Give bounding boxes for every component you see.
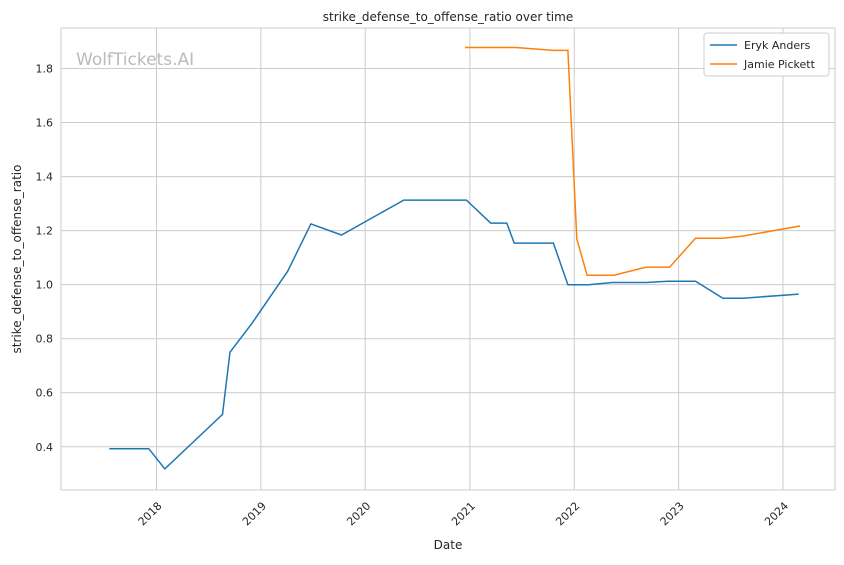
y-tick-label: 1.8 <box>36 63 54 76</box>
plot-frame <box>60 27 836 491</box>
y-axis-label: strike_defense_to_offense_ratio <box>10 165 24 354</box>
y-tick-label: 0.6 <box>36 387 54 400</box>
x-tick-label: 2019 <box>240 499 269 528</box>
x-tick-label: 2020 <box>344 499 373 528</box>
legend-box <box>703 32 830 77</box>
x-axis-label: Date <box>434 538 463 552</box>
y-tick-label: 1.6 <box>36 117 54 130</box>
chart-title: strike_defense_to_offense_ratio over tim… <box>323 10 573 24</box>
legend-label: Eryk Anders <box>744 39 811 52</box>
y-tick-label: 1.2 <box>36 225 54 238</box>
y-tick-label: 0.4 <box>36 441 54 454</box>
legend-label: Jamie Pickett <box>743 58 816 71</box>
legend: Eryk Anders Jamie Pickett <box>703 32 830 77</box>
x-tick-label: 2023 <box>658 499 687 528</box>
x-tick-label: 2021 <box>449 499 478 528</box>
y-tick-label: 1.0 <box>36 279 54 292</box>
y-tick-label: 0.8 <box>36 333 54 346</box>
x-tick-label: 2018 <box>136 499 165 528</box>
x-tick-label: 2022 <box>553 499 582 528</box>
watermark: WolfTickets.AI <box>76 50 194 70</box>
y-tick-label: 1.4 <box>36 171 54 184</box>
series-line-eryk-anders <box>109 199 799 471</box>
x-tick-label: 2024 <box>762 499 791 528</box>
series-line-jamie-pickett <box>465 46 801 276</box>
